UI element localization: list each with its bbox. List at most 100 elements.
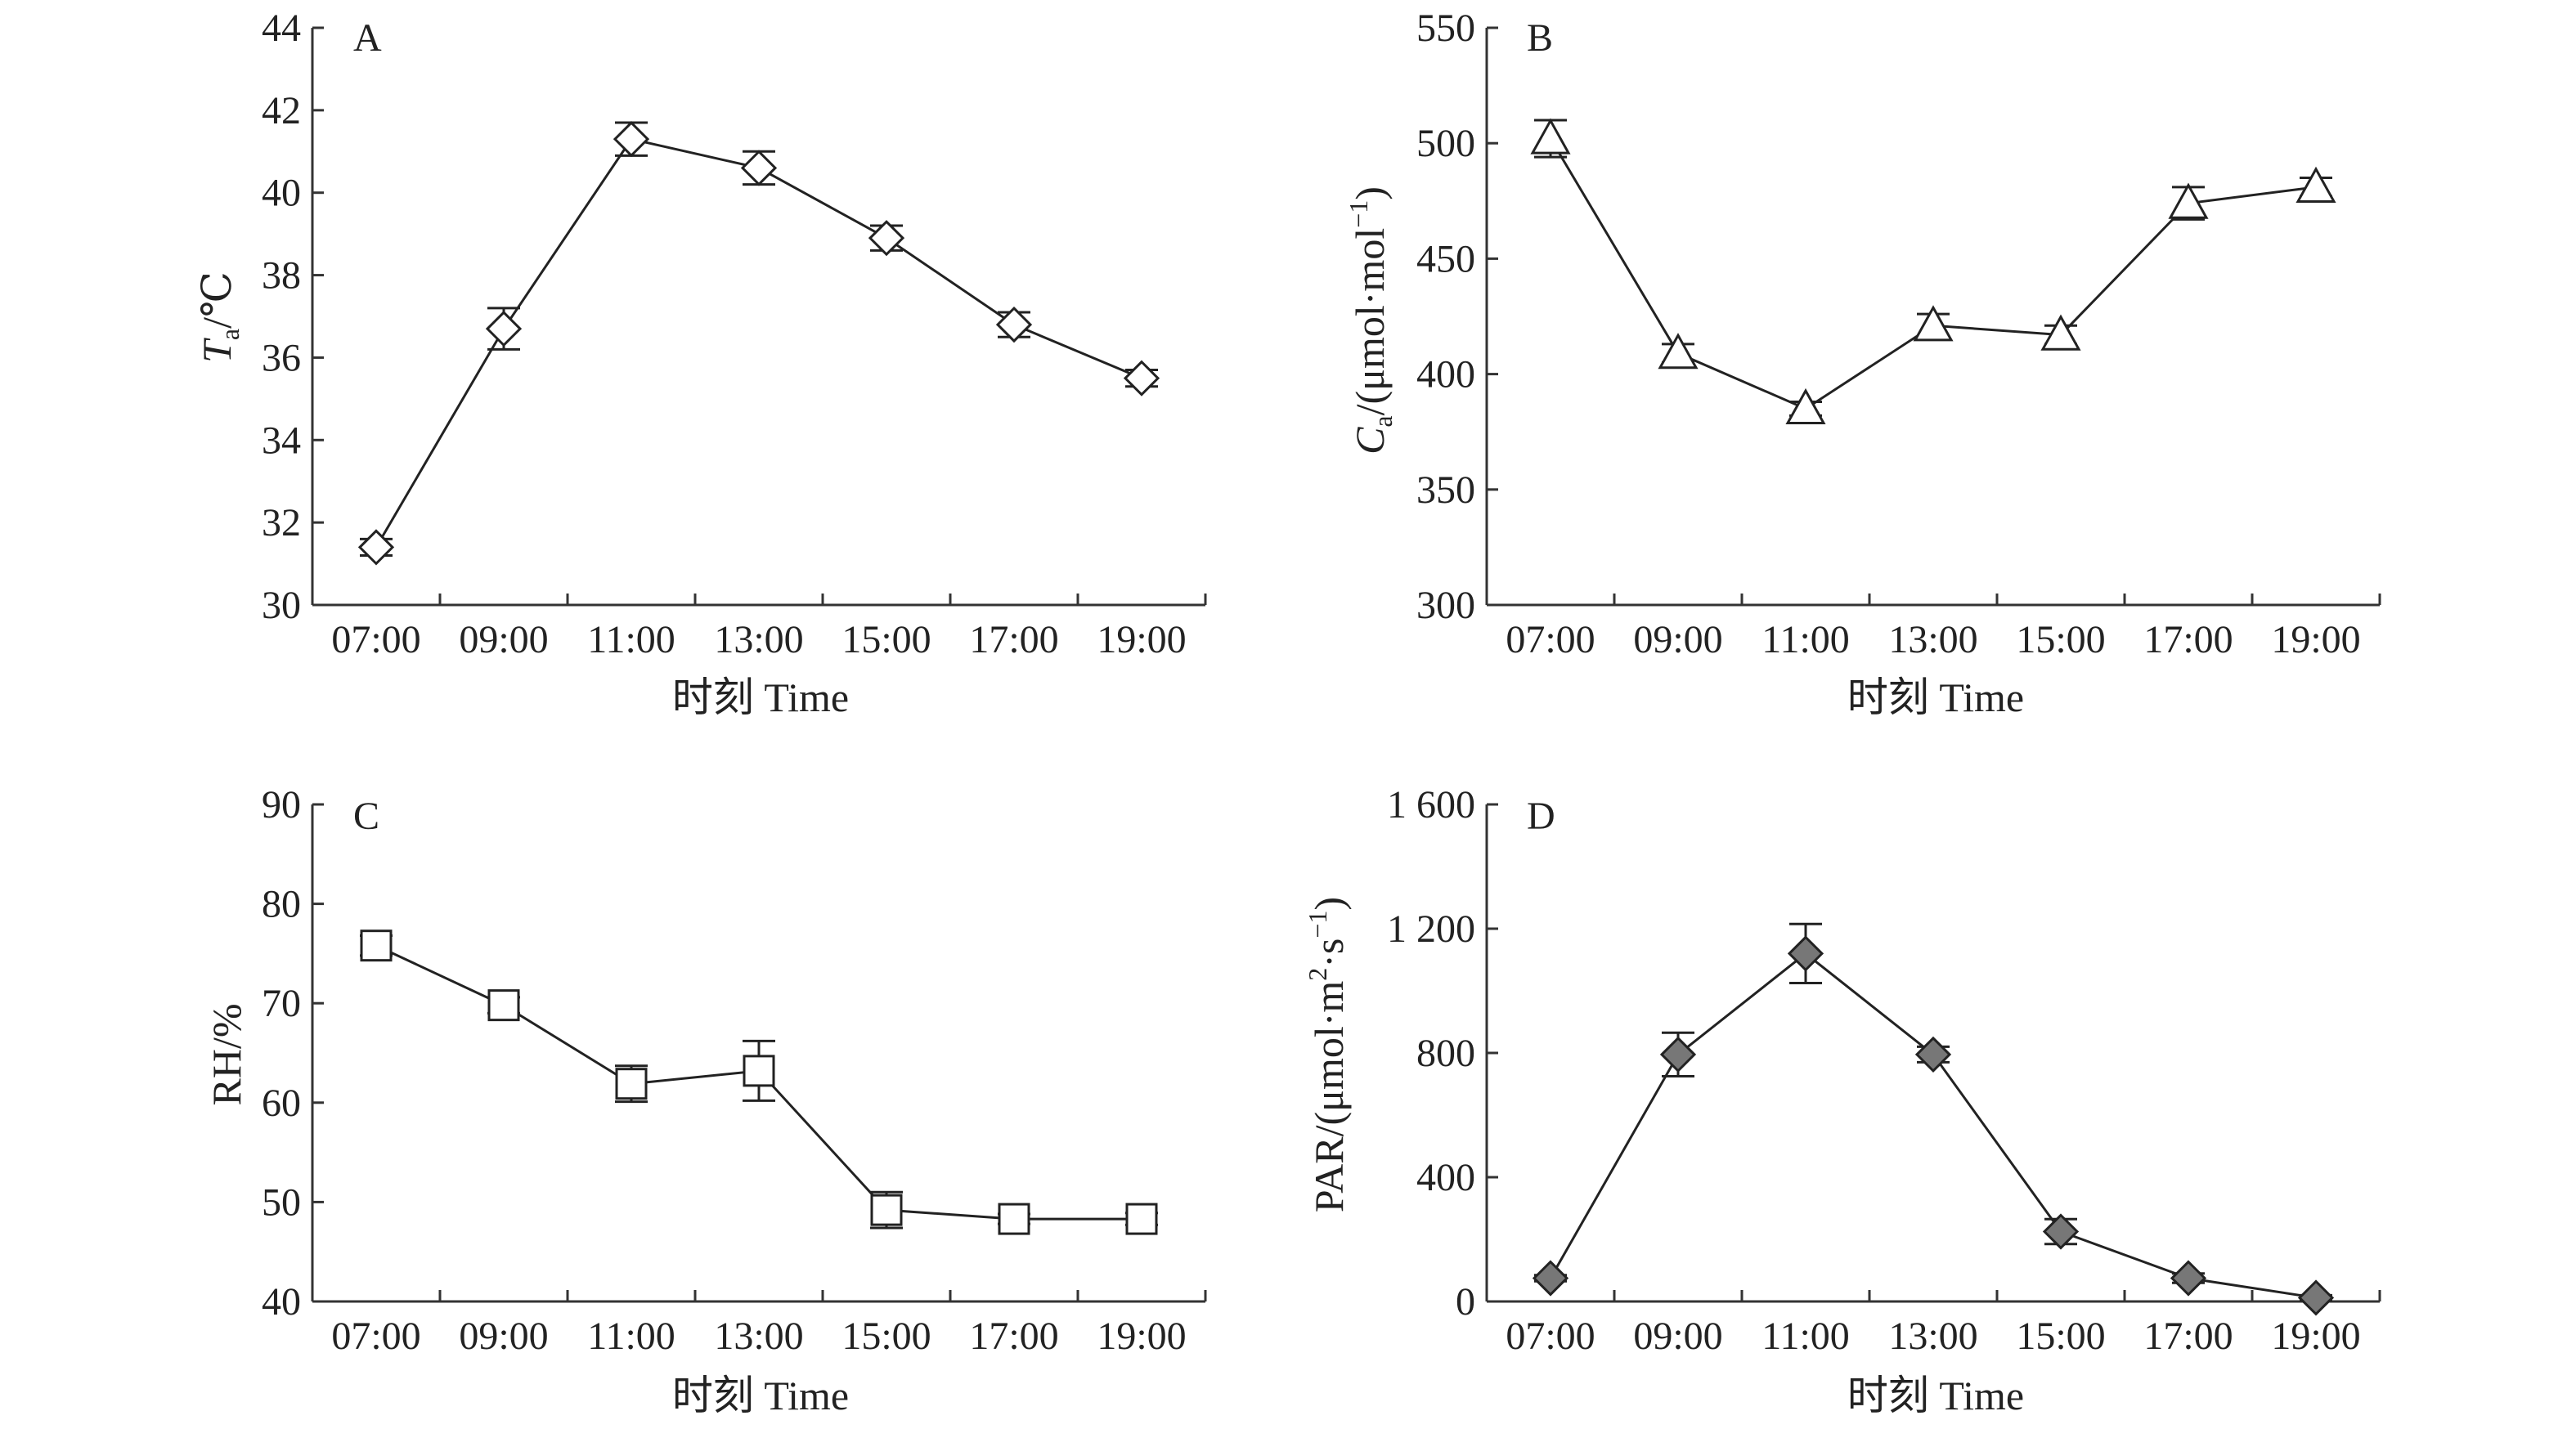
panel-a-data-point <box>868 220 905 257</box>
panel-a-data-point <box>1123 360 1160 396</box>
panel-c-x-tick-label: 13:00 <box>714 1315 803 1358</box>
panel-b-x-tick-label: 09:00 <box>1633 618 1722 661</box>
panel-c-y-tick-label: 40 <box>262 1280 301 1324</box>
panel-d-data-point <box>2042 1213 2080 1250</box>
panel-c-x-tick-label: 11:00 <box>587 1315 675 1358</box>
panel-b-x-tick-label: 17:00 <box>2143 618 2233 661</box>
panel-d-data-point <box>1659 1036 1697 1073</box>
panel-c-y-tick-label: 80 <box>262 883 301 926</box>
panel-d-y-tick-label: 400 <box>1416 1156 1475 1199</box>
panel-b-ylabel-end: ) <box>1347 186 1393 200</box>
panel-b-ylabel-sub: a <box>1368 415 1398 427</box>
panel-b-y-tick-label: 500 <box>1416 122 1475 165</box>
panel-a-y-tick-label: 40 <box>262 172 301 215</box>
panel-b-data-point <box>2168 182 2209 219</box>
panel-a-y-tick-label: 30 <box>262 584 301 627</box>
panel-a-letter: A <box>353 16 382 60</box>
panel-b-ylabel: Ca/(μmol·mol−1) <box>1344 186 1398 455</box>
panel-d-ylabel: PAR/(μmol·m2·s−1) <box>1303 897 1352 1212</box>
panel-b-data-point <box>1913 305 1954 342</box>
panel-d-x-tick-label: 17:00 <box>2143 1315 2233 1358</box>
panel-b-x-tick-label: 07:00 <box>1506 618 1595 661</box>
panel-b-x-tick-label: 13:00 <box>1888 618 1977 661</box>
panel-b-x-tick-label: 15:00 <box>2016 618 2105 661</box>
panel-a-y-tick-label: 36 <box>262 336 301 379</box>
panel-b: B Ca/(μmol·mol−1) 时刻 Time 300 350 400 450 50… <box>1344 7 2381 720</box>
panel-d-data-point <box>1914 1036 1952 1073</box>
panel-d-data-point <box>2297 1279 2335 1316</box>
panel-b-ylabel-sup: −1 <box>1344 200 1373 228</box>
panel-d-data-point <box>1787 935 1824 972</box>
panel-a-x-tick-label: 17:00 <box>969 618 1058 661</box>
panel-a-ylabel-sub: a <box>215 329 245 340</box>
panel-a-y-tick-label: 42 <box>262 89 301 132</box>
panel-b-data-point <box>1785 387 1826 425</box>
panel-d-ylabel-sup2: −1 <box>1303 911 1332 938</box>
panel-d-ylabel-mid: ·s <box>1306 938 1352 968</box>
panel-d-x-tick-label: 11:00 <box>1761 1315 1850 1358</box>
panel-b-y-tick-label: 300 <box>1416 584 1475 627</box>
panel-a-y-tick-label: 38 <box>262 254 301 298</box>
panel-c-data-point <box>998 1203 1030 1235</box>
panel-a-x-tick-label: 11:00 <box>587 618 675 661</box>
panel-a-data-point <box>740 150 778 186</box>
panel-a-data-point <box>485 311 523 347</box>
panel-a-y-tick-label: 34 <box>262 419 301 462</box>
panel-b-y-tick-label: 350 <box>1416 468 1475 512</box>
panel-c-data-point <box>743 1055 775 1087</box>
panel-a-data-point <box>995 306 1033 343</box>
panel-b-ylabel-main: C <box>1347 427 1393 455</box>
panel-a-series-line <box>375 137 1142 549</box>
panel-b-y-tick-label: 450 <box>1416 237 1475 280</box>
panel-a-data-point <box>357 529 395 566</box>
panel-b-y-tick-label: 400 <box>1416 353 1475 396</box>
panel-a-y-tick-label: 32 <box>262 501 301 544</box>
panel-c-x-tick-label: 07:00 <box>331 1315 420 1358</box>
panel-b-letter: B <box>1527 16 1553 60</box>
panel-d-y-tick-label: 0 <box>1456 1280 1475 1324</box>
panel-a-xlabel: 时刻 Time <box>672 674 849 720</box>
panel-a-ylabel-main: T <box>194 338 240 363</box>
panel-a-ylabel: Ta/℃ <box>194 271 245 363</box>
panel-c-data-point <box>1125 1203 1158 1235</box>
panel-d-x-tick-label: 07:00 <box>1506 1315 1595 1358</box>
panel-c-ylabel: RH/% <box>204 1004 249 1106</box>
panel-a-x-tick-label: 09:00 <box>459 618 548 661</box>
panel-a: A Ta/℃ 时刻 Time 30 32 34 36 38 40 42 44 07:00 09:0… <box>194 7 1207 720</box>
panel-b-ylabel-rest: /(μmol·mol <box>1347 228 1393 416</box>
panel-d-x-tick-label: 09:00 <box>1633 1315 1722 1358</box>
panel-a-x-tick-label: 15:00 <box>841 618 931 661</box>
panel-d-ylabel-main: PAR/(μmol·m <box>1306 981 1352 1212</box>
panel-c-data-point <box>615 1068 648 1100</box>
panel-c: C RH/% 时刻 Time 40 50 60 70 80 90 07:00 09:00 11:… <box>204 783 1207 1418</box>
panel-d-y-tick-label: 1 200 <box>1387 907 1475 951</box>
panel-d-y-tick-label: 1 600 <box>1387 783 1475 826</box>
panel-d: D PAR/(μmol·m2·s−1) 时刻 Time 0 400 800 1 200… <box>1303 783 2381 1418</box>
panel-c-y-tick-label: 90 <box>262 783 301 826</box>
panel-b-data-point <box>1530 118 1571 155</box>
panel-d-x-tick-label: 13:00 <box>1888 1315 1977 1358</box>
panel-c-data-point <box>870 1194 903 1226</box>
panel-b-y-tick-label: 550 <box>1416 7 1475 50</box>
panel-c-x-tick-label: 09:00 <box>459 1315 548 1358</box>
panel-a-x-tick-label: 07:00 <box>331 618 420 661</box>
panel-d-letter: D <box>1527 795 1555 838</box>
panel-c-x-tick-label: 17:00 <box>969 1315 1058 1358</box>
panel-d-data-point <box>1532 1260 1569 1297</box>
panel-b-x-tick-label: 11:00 <box>1761 618 1850 661</box>
panel-b-xlabel: 时刻 Time <box>1847 674 2024 720</box>
panel-d-xlabel: 时刻 Time <box>1847 1373 2024 1418</box>
panel-d-x-tick-label: 19:00 <box>2271 1315 2360 1358</box>
panel-c-data-point <box>487 989 520 1022</box>
panel-a-data-point <box>613 121 650 158</box>
panel-c-y-tick-label: 50 <box>262 1180 301 1224</box>
panel-d-data-point <box>2170 1260 2207 1297</box>
panel-a-x-tick-label: 13:00 <box>714 618 803 661</box>
panel-d-series-line <box>1549 952 2317 1299</box>
panel-c-y-tick-label: 70 <box>262 982 301 1025</box>
panel-b-data-point <box>2040 314 2081 351</box>
panel-b-data-point <box>1658 333 1699 370</box>
panel-a-ylabel-rest: /℃ <box>194 271 240 329</box>
panel-b-x-tick-label: 19:00 <box>2271 618 2360 661</box>
